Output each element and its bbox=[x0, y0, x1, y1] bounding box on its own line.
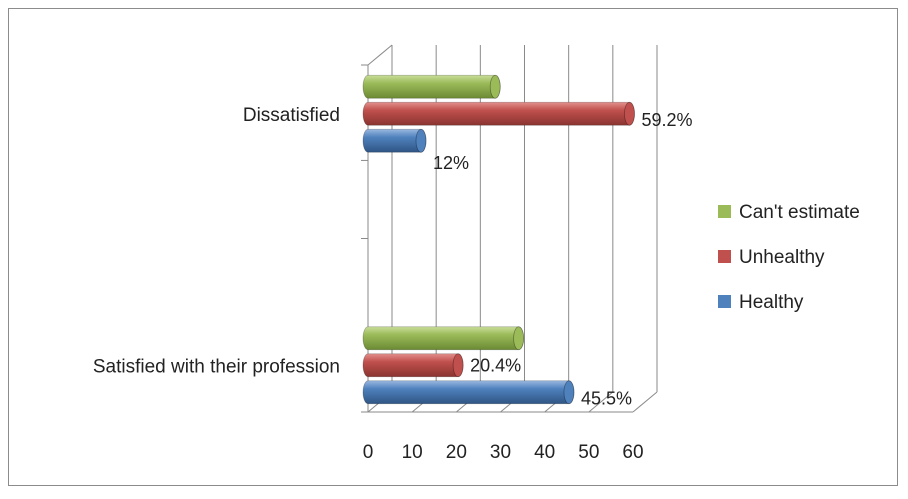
bar-cap-healthy bbox=[415, 128, 427, 153]
data-label: 20.4% bbox=[470, 355, 521, 375]
x-tick-label: 20 bbox=[446, 442, 467, 463]
bar-cap-unhealthy bbox=[624, 101, 635, 126]
legend-swatch-can-t-estimate bbox=[718, 205, 731, 218]
x-tick-label: 30 bbox=[490, 442, 511, 463]
x-tick-label: 0 bbox=[363, 442, 374, 463]
data-label: 59.2% bbox=[641, 110, 692, 130]
category-label: Satisfied with their profession bbox=[93, 356, 340, 377]
category-label: Dissatisfied bbox=[243, 105, 340, 126]
bar-can-t-estimate bbox=[362, 326, 524, 351]
bar-cap-can-t-estimate bbox=[489, 74, 501, 99]
bar-healthy bbox=[362, 380, 575, 405]
legend-swatch-healthy bbox=[718, 295, 731, 308]
bar-can-t-estimate bbox=[362, 74, 501, 99]
floor-line-50 bbox=[588, 391, 614, 413]
legend-label-can-t-estimate: Can't estimate bbox=[739, 202, 860, 223]
legend: Can't estimate Unhealthy Healthy bbox=[718, 202, 860, 313]
bar-unhealthy bbox=[362, 101, 635, 126]
legend-label-healthy: Healthy bbox=[739, 292, 804, 313]
legend-label-unhealthy: Unhealthy bbox=[739, 247, 825, 268]
x-tick-label: 40 bbox=[534, 442, 555, 463]
bar-cap-unhealthy bbox=[452, 353, 464, 378]
legend-swatch-unhealthy bbox=[718, 250, 731, 263]
x-tick-label: 60 bbox=[622, 442, 643, 463]
bar-unhealthy bbox=[362, 353, 464, 378]
floor-line-60 bbox=[632, 391, 658, 413]
data-label: 12% bbox=[433, 153, 469, 173]
bar-cap-healthy bbox=[563, 380, 575, 405]
left-wall-top-edge bbox=[367, 44, 393, 66]
x-tick-label: 10 bbox=[402, 442, 423, 463]
x-tick-label: 50 bbox=[578, 442, 599, 463]
bar-cap-can-t-estimate bbox=[513, 326, 525, 351]
data-label: 45.5% bbox=[581, 388, 632, 408]
